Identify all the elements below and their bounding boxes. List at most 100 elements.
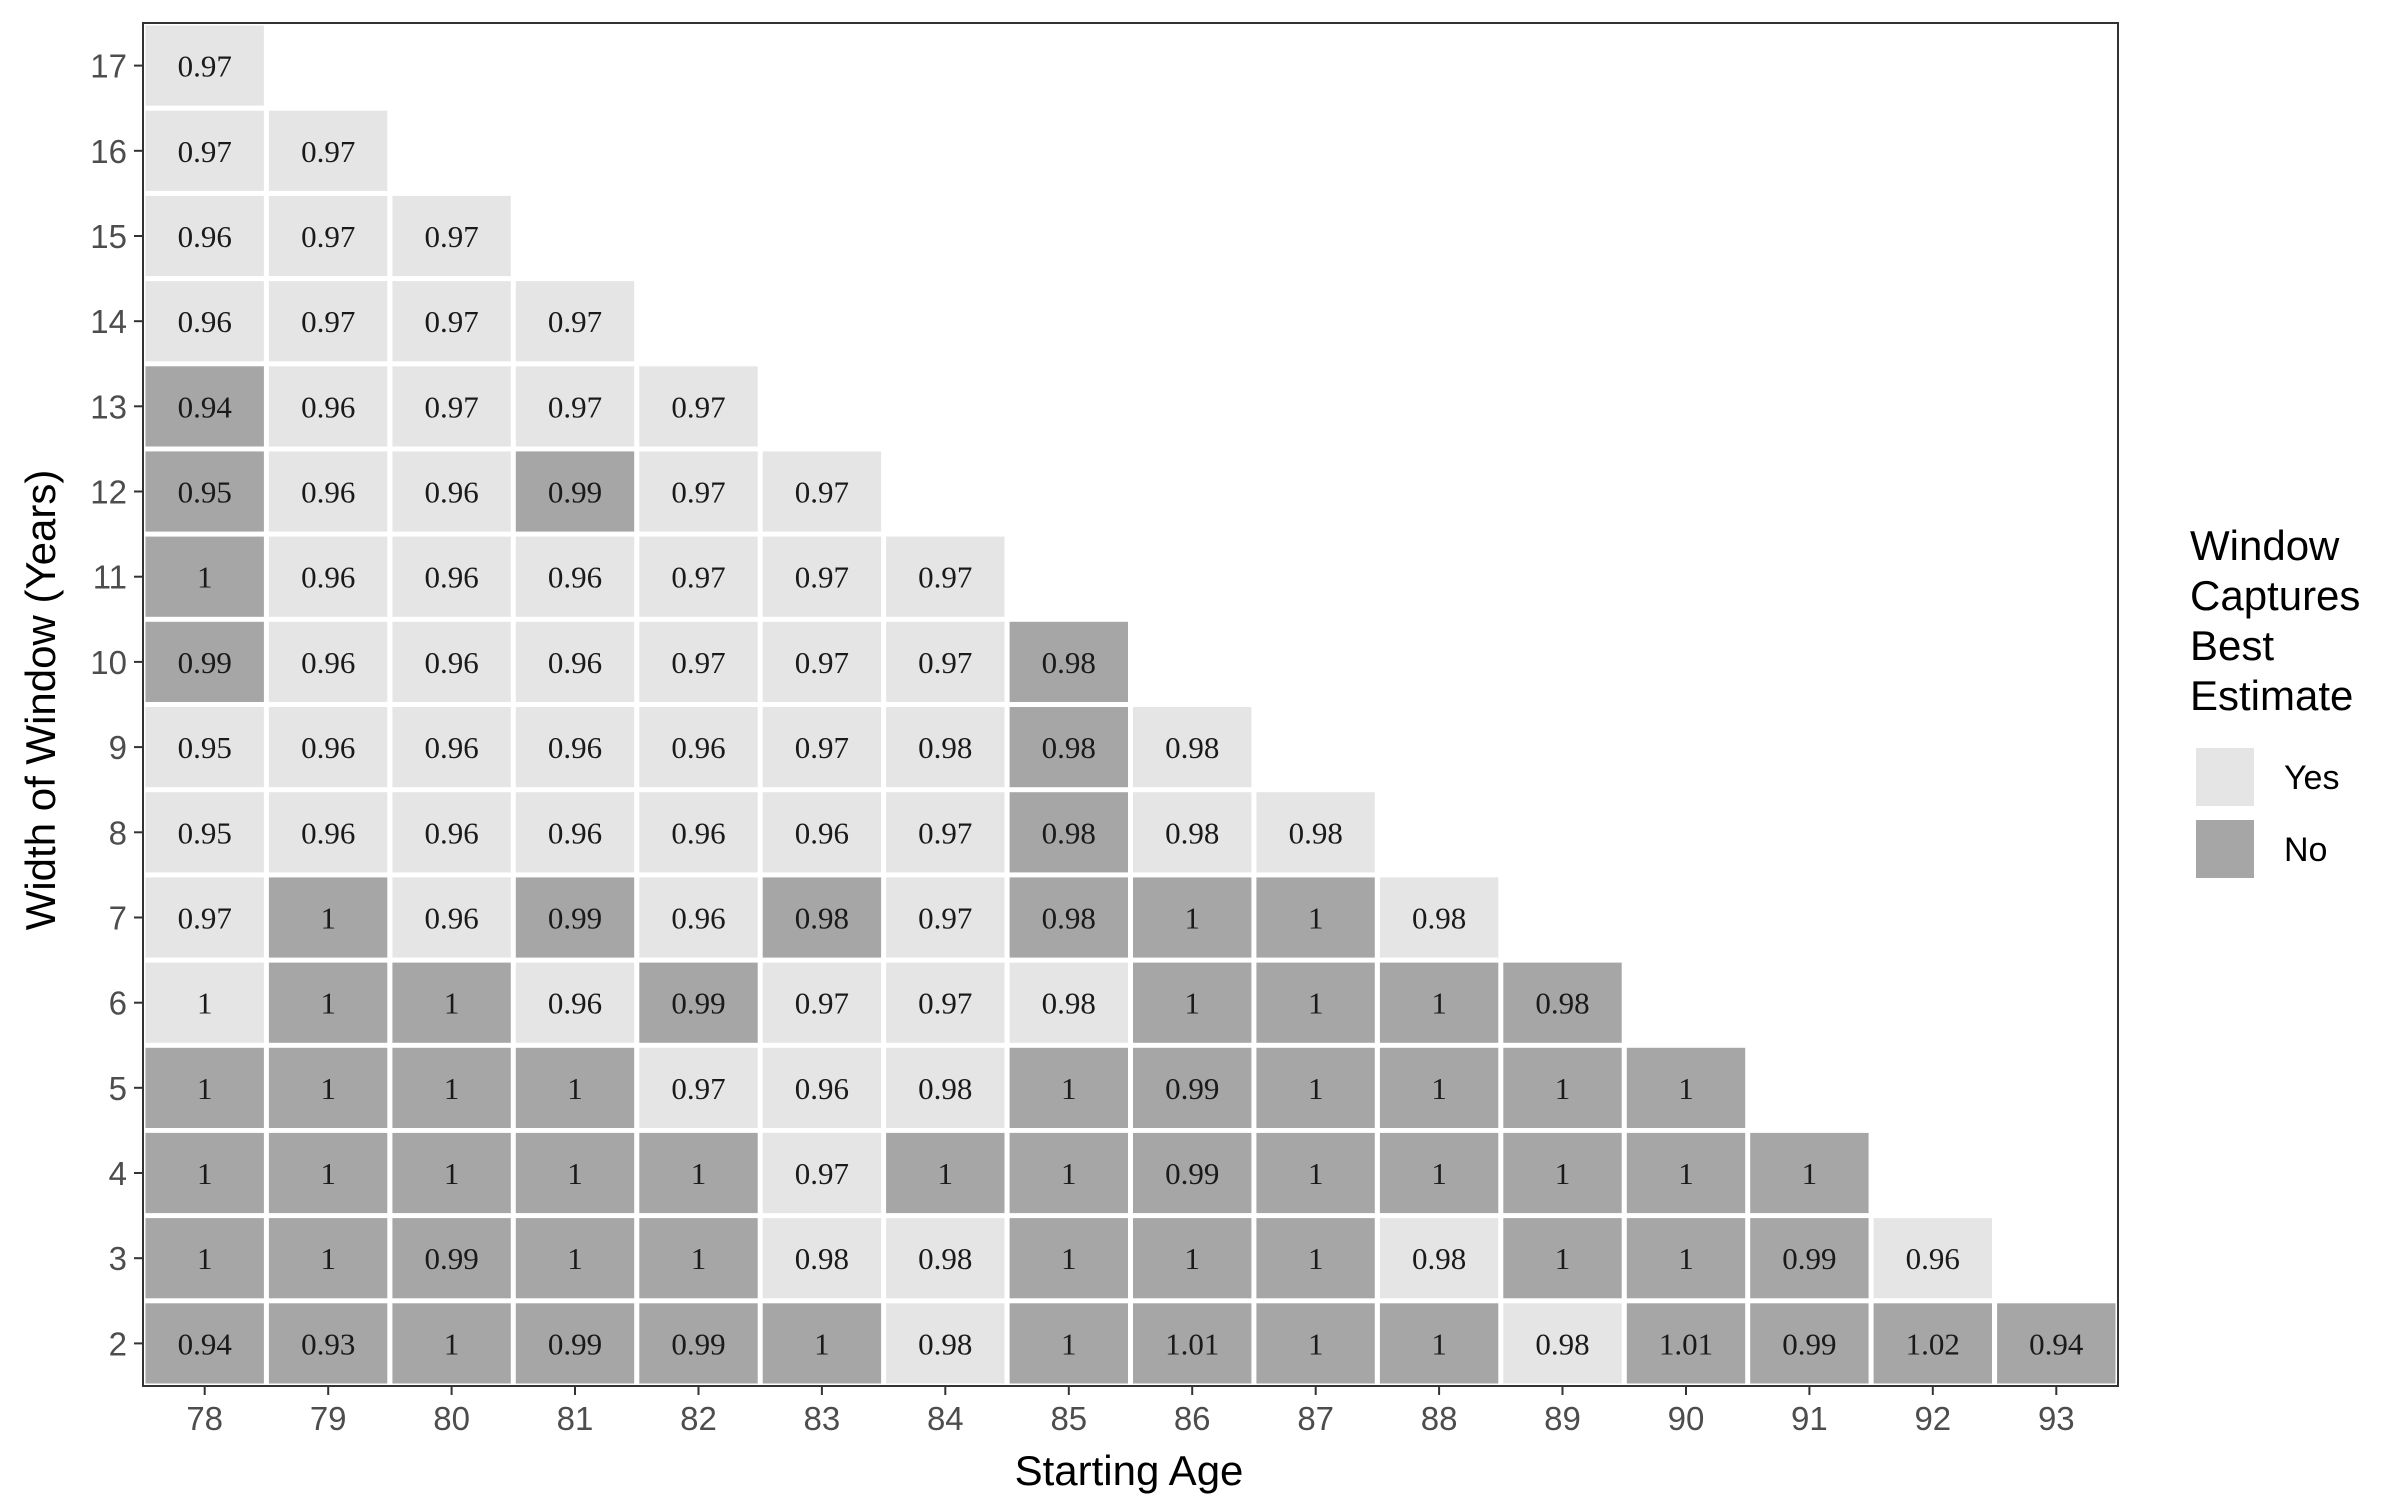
cell-value-label: 0.98: [1042, 645, 1096, 680]
y-axis: 2 3 4 5 6 7 8 9 10 11 12 13 14 15 16 17: [90, 48, 143, 1362]
heatmap-cell: [392, 962, 511, 1043]
cell-value-label: 0.97: [548, 389, 602, 424]
cell-value-label: 0.95: [178, 730, 232, 765]
heatmap-cell: [145, 877, 264, 958]
heatmap-cell: [145, 366, 264, 447]
cell-value-label: 1: [1061, 1241, 1077, 1276]
heatmap-cell: [762, 536, 882, 617]
heatmap-cell: [1256, 1132, 1375, 1214]
heatmap-cell: [1379, 1303, 1499, 1384]
heatmap-cell: [268, 1132, 388, 1214]
heatmap-cell: [762, 962, 882, 1043]
heatmap-cell: [515, 1218, 635, 1299]
heatmap-cell: [515, 536, 635, 617]
heatmap-cell: [1503, 1047, 1622, 1128]
cell-value-label: 1: [1061, 1071, 1077, 1106]
y-tick-label: 11: [93, 559, 127, 596]
heatmap-cell: [515, 451, 635, 532]
heatmap-cell: [1873, 1303, 1992, 1384]
cell-value-label: 0.96: [1906, 1241, 1960, 1276]
heatmap-cell: [1626, 1047, 1746, 1128]
cell-value-label: 1: [567, 1156, 583, 1191]
cell-value-label: 0.96: [178, 304, 232, 339]
cell-value-label: 0.99: [671, 986, 725, 1021]
heatmap-cell: [1750, 1132, 1869, 1214]
cell-value-label: 0.96: [424, 475, 478, 510]
x-tick-label: 87: [1297, 1400, 1334, 1437]
heatmap-cell: [1133, 962, 1252, 1043]
cell-value-label: 0.96: [424, 730, 478, 765]
heatmap-cell: [145, 792, 264, 873]
cell-value-label: 1: [1061, 1156, 1077, 1191]
heatmap-cell: [268, 621, 388, 702]
y-tick-label: 5: [109, 1070, 127, 1107]
cell-value-label: 0.96: [548, 986, 602, 1021]
cell-value-label: 0.94: [178, 1326, 233, 1361]
cell-value-label: 1: [691, 1241, 707, 1276]
heatmap-cell: [762, 1303, 882, 1384]
heatmap-cell: [1009, 962, 1128, 1043]
heatmap-cells: 0.94 1 1 1 1 0.97 0.95 0.95 0.99 1 0.95 0.94 0.96 0.9…: [145, 25, 2116, 1384]
heatmap-cell: [145, 25, 264, 106]
y-tick-label: 15: [90, 218, 127, 255]
heatmap-cell: [762, 1218, 882, 1299]
heatmap-cell: [1009, 877, 1128, 958]
cell-value-label: 0.95: [178, 475, 232, 510]
cell-value-label: 0.96: [301, 560, 355, 595]
cell-value-label: 0.98: [1042, 901, 1096, 936]
heatmap-cell: [1133, 1132, 1252, 1214]
cell-value-label: 1: [1308, 1071, 1324, 1106]
heatmap-cell: [1009, 1047, 1128, 1128]
cell-value-label: 1: [1802, 1156, 1818, 1191]
heatmap-cell: [1133, 707, 1252, 788]
heatmap-cell: [392, 621, 511, 702]
y-tick-label: 2: [109, 1325, 127, 1362]
heatmap-cell: [268, 1047, 388, 1128]
heatmap-cell: [1009, 707, 1128, 788]
y-tick-label: 12: [90, 474, 127, 511]
heatmap-cell: [1503, 1218, 1622, 1299]
heatmap-cell: [762, 707, 882, 788]
y-tick-label: 4: [109, 1155, 127, 1192]
cell-value-label: 0.96: [424, 560, 478, 595]
cell-value-label: 1: [1308, 901, 1324, 936]
heatmap-cell: [515, 621, 635, 702]
heatmap-cell: [1133, 792, 1252, 873]
cell-value-label: 0.96: [671, 730, 725, 765]
heatmap-cell: [268, 110, 388, 191]
cell-value-label: 1: [444, 1156, 460, 1191]
cell-value-label: 0.97: [301, 219, 355, 254]
y-tick-label: 9: [109, 729, 127, 766]
heatmap-cell: [639, 451, 758, 532]
cell-value-label: 0.96: [671, 901, 725, 936]
cell-value-label: 0.99: [1782, 1241, 1836, 1276]
heatmap-cell: [515, 1132, 635, 1214]
y-tick-label: 3: [109, 1240, 127, 1277]
x-tick-label: 92: [1914, 1400, 1951, 1437]
heatmap-cell: [1750, 1303, 1869, 1384]
heatmap-cell: [639, 707, 758, 788]
cell-value-label: 1: [1308, 1241, 1324, 1276]
cell-value-label: 0.96: [301, 475, 355, 510]
cell-value-label: 1: [938, 1156, 954, 1191]
cell-value-label: 0.97: [918, 986, 972, 1021]
heatmap-cell: [392, 281, 511, 362]
heatmap-cell: [1009, 1303, 1128, 1384]
heatmap-cell: [268, 195, 388, 277]
heatmap-cell: [268, 366, 388, 447]
heatmap-cell: [392, 451, 511, 532]
heatmap-cell: [639, 792, 758, 873]
heatmap-cell: [268, 1303, 388, 1384]
cell-value-label: 1: [1184, 901, 1200, 936]
heatmap-cell: [145, 195, 264, 277]
cell-value-label: 0.97: [301, 304, 355, 339]
cell-value-label: 0.98: [1535, 986, 1589, 1021]
heatmap-cell: [1009, 621, 1128, 702]
heatmap-cell: [639, 621, 758, 702]
x-tick-label: 90: [1668, 1400, 1705, 1437]
cell-value-label: 1: [444, 1071, 460, 1106]
heatmap-cell: [639, 962, 758, 1043]
cell-value-label: 1: [1678, 1071, 1694, 1106]
legend-title: Best: [2190, 622, 2274, 669]
